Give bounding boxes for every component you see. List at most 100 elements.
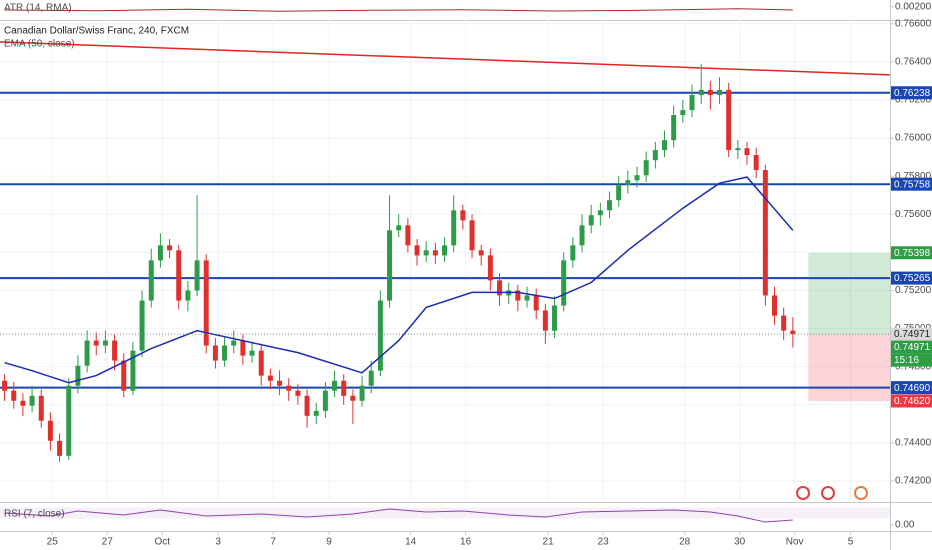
candle-body [350, 395, 356, 401]
candle-body [139, 300, 145, 351]
event-icons[interactable] [796, 486, 868, 500]
level-label: 0.75758 [894, 179, 931, 190]
candle-body [772, 295, 778, 316]
candle-body [662, 140, 668, 151]
x-tick-label: 27 [102, 537, 114, 548]
candle-body [542, 310, 548, 331]
candle-body [38, 395, 44, 421]
candle-body [267, 375, 273, 381]
candle-body [121, 360, 127, 391]
event-icon[interactable] [854, 486, 868, 500]
candle-body [579, 225, 585, 246]
candle-body [47, 420, 53, 441]
y-tick-label: 0.00 [895, 520, 915, 531]
x-tick-label: 30 [734, 537, 746, 548]
chart-title: Canadian Dollar/Swiss Franc, 240, FXCM [4, 26, 189, 37]
x-tick-label: 23 [598, 537, 610, 548]
target-label-box [891, 246, 932, 260]
candle-body [607, 200, 613, 211]
x-tick-label: 16 [460, 537, 472, 548]
y-tick-label: 0.75200 [895, 285, 932, 296]
y-tick-label: 0.74800 [895, 361, 932, 372]
x-tick-label: 7 [270, 537, 276, 548]
last-price-label-box [891, 327, 932, 341]
candle-body [359, 385, 365, 401]
y-tick-label: 0.76200 [895, 95, 932, 106]
candle-body [231, 340, 237, 346]
candle-body [698, 89, 704, 96]
candle-body [212, 345, 218, 361]
candle-body [652, 150, 658, 161]
candle-body [84, 340, 90, 366]
candle-body [313, 410, 319, 416]
candle-body [414, 245, 420, 256]
y-tick-label: 0.76000 [895, 133, 932, 144]
candle-body [66, 385, 72, 456]
candle-body [194, 260, 200, 291]
candle-body [469, 220, 475, 251]
y-tick-label: 0.74400 [895, 437, 932, 448]
candle-body [396, 225, 402, 231]
stop-label-box [891, 394, 932, 408]
candle-body [2, 380, 8, 391]
rsi-band [0, 507, 890, 519]
candle-body [258, 350, 264, 376]
x-tick-label: Oct [154, 537, 170, 548]
x-tick-label: 5 [848, 537, 854, 548]
candle-body [497, 280, 503, 296]
candle-body [240, 340, 246, 356]
candle-body [304, 395, 310, 416]
event-icon[interactable] [821, 486, 835, 500]
atr-title: ATR (14, RMA) [4, 3, 72, 14]
x-tick-label: 21 [543, 537, 555, 548]
candle-body [11, 390, 17, 401]
candle-body [112, 340, 118, 361]
candle-body [762, 170, 768, 296]
candle-body [432, 250, 438, 256]
candle-body [744, 148, 750, 156]
candle-body [20, 400, 26, 406]
indicator-line [4, 508, 793, 523]
candle-body [735, 148, 741, 151]
target-zone [808, 252, 890, 335]
candle-body [625, 180, 631, 186]
entry-label: 0.74971 [894, 342, 931, 353]
level-label-box [891, 381, 932, 395]
candle-body [451, 210, 457, 246]
candle-body [717, 89, 723, 96]
candle-body [93, 340, 99, 346]
candle-body [552, 305, 558, 331]
level-label-box [891, 86, 932, 100]
candle-body [57, 440, 63, 456]
candle-body [341, 380, 347, 396]
x-tick-label: 9 [326, 537, 332, 548]
candle-body [157, 245, 163, 261]
candle-body [332, 380, 338, 391]
indicator-line [4, 8, 793, 12]
countdown-label-box [891, 353, 932, 367]
level-label-box [891, 177, 932, 191]
candle-body [203, 260, 209, 346]
candle-body [597, 210, 603, 216]
candle-body [368, 370, 374, 386]
candle-body [442, 245, 448, 256]
candle-body [130, 350, 136, 391]
candle-body [75, 365, 81, 386]
candle-body [322, 390, 328, 411]
level-label: 0.74690 [894, 383, 931, 394]
level-label: 0.76238 [894, 88, 931, 99]
candle-body [185, 290, 191, 301]
event-icon[interactable] [796, 486, 810, 500]
candle-body [460, 210, 466, 221]
candle-body [561, 260, 567, 306]
x-tick-label: 3 [215, 537, 221, 548]
candle-body [588, 215, 594, 226]
candle-body [616, 185, 622, 201]
candle-body [176, 250, 182, 301]
candle-body [102, 340, 108, 346]
candle-body [680, 110, 686, 116]
y-tick-label: 0.75600 [895, 209, 932, 220]
candle-body [478, 250, 484, 256]
